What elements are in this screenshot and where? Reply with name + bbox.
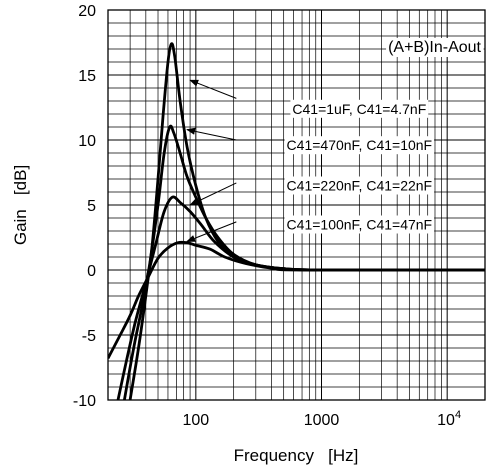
x-tick-label: 100 bbox=[182, 412, 209, 429]
series-line bbox=[108, 240, 485, 360]
series-label-background bbox=[290, 99, 429, 118]
grid bbox=[108, 10, 485, 400]
callout-arrow bbox=[186, 127, 237, 141]
plot-frame bbox=[107, 9, 486, 401]
curves bbox=[108, 42, 485, 400]
series-label-text: C41=470nF, C41=10nF bbox=[287, 137, 433, 153]
series-line bbox=[123, 124, 485, 400]
y-tick-label: 5 bbox=[87, 198, 96, 215]
series-label: C41=220nF, C41=22nF bbox=[284, 176, 435, 195]
chart-annotation-background bbox=[386, 38, 484, 57]
chart-annotation: (A+B)In-Aout bbox=[386, 38, 484, 57]
series-label: C41=100nF, C41=47nF bbox=[284, 215, 435, 234]
y-tick-label: 10 bbox=[78, 133, 96, 150]
chart-annotation-text: (A+B)In-Aout bbox=[388, 39, 481, 56]
x-tick-label: 104 bbox=[437, 409, 461, 429]
callout-arrow bbox=[189, 79, 237, 99]
x-tick-label: 1000 bbox=[304, 412, 340, 429]
y-tick-label: -5 bbox=[82, 328, 96, 345]
callouts: C41=1uF, C41=4.7nF C41=470nF, C41=10nF C41… bbox=[186, 38, 484, 242]
series-label: C41=1uF, C41=4.7nF bbox=[290, 99, 429, 118]
y-tick-label: -10 bbox=[73, 393, 96, 410]
y-tick-label: 0 bbox=[87, 263, 96, 280]
series-label-text: C41=220nF, C41=22nF bbox=[287, 178, 433, 194]
series-label-background bbox=[284, 215, 435, 234]
y-tick-label: 15 bbox=[78, 68, 96, 85]
callout-arrow bbox=[189, 182, 237, 206]
series-label: C41=470nF, C41=10nF bbox=[284, 136, 435, 155]
series-label-background bbox=[284, 136, 435, 155]
x-tick-exponent: 4 bbox=[455, 409, 461, 421]
callout-arrow bbox=[186, 221, 237, 242]
y-axis-label: Gain [dB] bbox=[11, 165, 30, 245]
x-axis-label: Frequency [Hz] bbox=[234, 446, 359, 465]
series-label-text: C41=100nF, C41=47nF bbox=[287, 217, 433, 233]
series-label-text: C41=1uF, C41=4.7nF bbox=[292, 101, 426, 117]
y-tick-label: 20 bbox=[78, 3, 96, 20]
series-label-background bbox=[284, 176, 435, 195]
